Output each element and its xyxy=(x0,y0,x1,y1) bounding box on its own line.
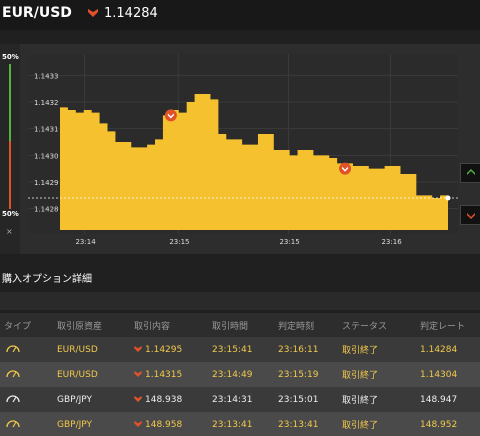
trade-markers xyxy=(164,109,352,175)
gauge-icon xyxy=(6,344,20,352)
trade-marker-icon xyxy=(164,109,177,122)
gauge-close-icon[interactable]: × xyxy=(6,227,13,236)
gauge-up-bar xyxy=(9,64,11,141)
table-row[interactable]: EUR/USD 1.14315 23:14:49 23:15:19 取引終了 1… xyxy=(0,362,480,387)
trade-marker-arrow xyxy=(342,166,349,172)
y-tick-label: 1.1430 xyxy=(34,152,59,160)
table-row[interactable]: GBP/JPY 148.958 23:13:41 23:13:41 取引終了 1… xyxy=(0,412,480,436)
asset-cell: GBP/JPY xyxy=(54,387,133,412)
price-chart[interactable]: 1.1433 1.1432 1.1431 1.1430 1.1429 1.1428 23:… xyxy=(0,44,460,254)
col-type: タイプ xyxy=(0,313,54,337)
type-cell xyxy=(0,412,54,436)
x-tick-label: 23:16 xyxy=(381,238,402,246)
trade-time-cell: 23:14:31 xyxy=(210,387,276,412)
up-arrow-icon xyxy=(467,169,475,175)
trade-marker-icon xyxy=(339,162,352,175)
y-tick-label: 1.1429 xyxy=(34,179,59,187)
content-cell: 148.958 xyxy=(133,412,210,436)
judge-rate-cell: 1.14304 xyxy=(418,362,480,387)
gauge-down-percent: 50% xyxy=(2,210,19,218)
table-row[interactable]: GBP/JPY 148.938 23:14:31 23:15:01 取引終了 1… xyxy=(0,387,480,412)
y-axis-ticks: 1.1433 1.1432 1.1431 1.1430 1.1429 1.1428 xyxy=(34,72,59,213)
y-tick-label: 1.1431 xyxy=(34,126,59,134)
trade-marker-circle xyxy=(339,162,352,175)
judge-time-cell: 23:16:11 xyxy=(276,337,340,362)
judge-rate-cell: 148.947 xyxy=(418,387,480,412)
asset-cell: EUR/USD xyxy=(54,337,133,362)
col-content: 取引内容 xyxy=(133,313,210,337)
judge-rate-cell: 1.14284 xyxy=(418,337,480,362)
status-cell: 取引終了 xyxy=(340,387,418,412)
down-arrow-icon xyxy=(88,9,98,17)
options-table: タイプ 取引原資産 取引内容 取引時間 判定時刻 ステータス 判定レート EUR… xyxy=(0,313,480,436)
sentiment-gauge: 50% 50% × xyxy=(0,44,20,254)
details-toolbar xyxy=(0,292,480,310)
status-cell: 取引終了 xyxy=(340,337,418,362)
status-cell: 取引終了 xyxy=(340,412,418,436)
status-cell: 取引終了 xyxy=(340,362,418,387)
col-status: ステータス xyxy=(340,313,418,337)
y-tick-label: 1.1432 xyxy=(34,99,59,107)
type-cell xyxy=(0,362,54,387)
table-row[interactable]: EUR/USD 1.14295 23:15:41 23:16:11 取引終了 1… xyxy=(0,337,480,362)
judge-time-cell: 23:15:19 xyxy=(276,362,340,387)
col-judge-rate: 判定レート xyxy=(418,313,480,337)
down-arrow-icon xyxy=(467,213,475,219)
asset-cell: GBP/JPY xyxy=(54,412,133,436)
x-tick-label: 23:15 xyxy=(279,238,299,246)
col-trade-time: 取引時間 xyxy=(210,313,276,337)
down-arrow-icon xyxy=(134,371,142,377)
trade-time-cell: 23:14:49 xyxy=(210,362,276,387)
price-area-fill xyxy=(60,94,448,230)
asset-cell: EUR/USD xyxy=(54,362,133,387)
table-header-row: タイプ 取引原資産 取引内容 取引時間 判定時刻 ステータス 判定レート xyxy=(0,313,480,337)
details-heading: 購入オプション詳細 xyxy=(2,274,92,285)
content-cell: 148.938 xyxy=(133,387,210,412)
gauge-icon xyxy=(6,394,20,402)
trade-time-cell: 23:15:41 xyxy=(210,337,276,362)
entry-rate: 148.958 xyxy=(145,419,183,430)
col-asset: 取引原資産 xyxy=(54,313,133,337)
header-bar: EUR/USD 1.14284 xyxy=(0,0,480,30)
entry-rate: 148.938 xyxy=(145,394,183,405)
low-button[interactable] xyxy=(460,205,480,225)
down-arrow-icon xyxy=(134,396,142,402)
down-arrow-icon xyxy=(134,346,142,352)
content-cell: 1.14295 xyxy=(133,337,210,362)
col-judge-time: 判定時刻 xyxy=(276,313,340,337)
gauge-icon xyxy=(6,369,20,377)
judge-rate-cell: 148.952 xyxy=(418,412,480,436)
gauge-icon xyxy=(6,419,20,427)
entry-rate: 1.14295 xyxy=(145,344,183,355)
trade-time-cell: 23:13:41 xyxy=(210,412,276,436)
gauge-down-bar xyxy=(9,141,11,209)
type-cell xyxy=(0,337,54,362)
content-cell: 1.14315 xyxy=(133,362,210,387)
gauge-up-percent: 50% xyxy=(2,53,19,61)
y-tick-label: 1.1428 xyxy=(34,206,59,214)
down-arrow-icon xyxy=(134,421,142,427)
current-price-dot xyxy=(445,195,451,201)
x-tick-label: 23:15 xyxy=(169,238,189,246)
asset-pair-title[interactable]: EUR/USD xyxy=(2,5,72,21)
judge-time-cell: 23:15:01 xyxy=(276,387,340,412)
entry-rate: 1.14315 xyxy=(145,369,183,380)
high-button[interactable] xyxy=(460,163,480,183)
y-tick-label: 1.1433 xyxy=(34,72,59,80)
judge-time-cell: 23:13:41 xyxy=(276,412,340,436)
current-price: 1.14284 xyxy=(104,6,158,21)
trade-marker-circle xyxy=(164,109,177,122)
x-axis-ticks: 23:14 23:15 23:15 23:16 xyxy=(75,238,402,246)
trade-marker-arrow xyxy=(167,113,174,119)
x-tick-label: 23:14 xyxy=(75,238,96,246)
type-cell xyxy=(0,387,54,412)
price-area xyxy=(28,94,458,230)
